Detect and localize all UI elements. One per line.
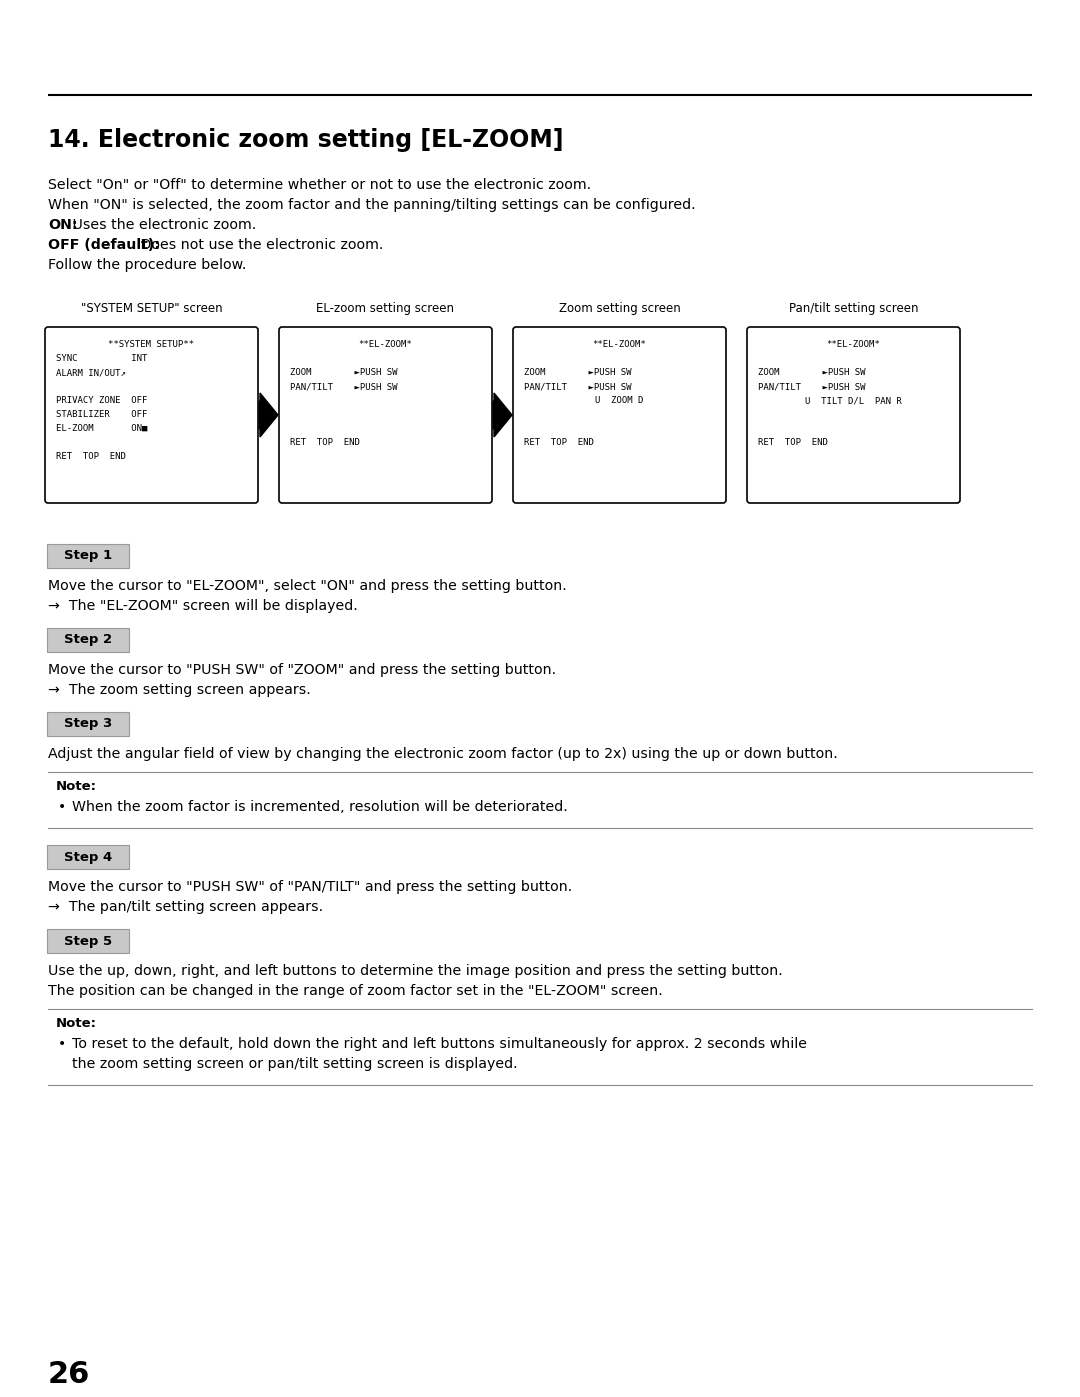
FancyBboxPatch shape	[48, 845, 129, 869]
Text: RET  TOP  END: RET TOP END	[291, 439, 360, 447]
Text: ON:: ON:	[48, 218, 78, 232]
FancyBboxPatch shape	[48, 929, 129, 953]
Text: Move the cursor to "EL-ZOOM", select "ON" and press the setting button.: Move the cursor to "EL-ZOOM", select "ON…	[48, 578, 567, 592]
Text: ZOOM        ►PUSH SW: ZOOM ►PUSH SW	[758, 367, 865, 377]
Text: Zoom setting screen: Zoom setting screen	[558, 302, 680, 314]
Text: •: •	[58, 1037, 66, 1051]
Text: Select "On" or "Off" to determine whether or not to use the electronic zoom.: Select "On" or "Off" to determine whethe…	[48, 177, 591, 191]
Text: "SYSTEM SETUP" screen: "SYSTEM SETUP" screen	[81, 302, 222, 314]
Text: SYNC          INT: SYNC INT	[56, 353, 147, 363]
Text: Step 4: Step 4	[64, 851, 112, 863]
Text: PAN/TILT    ►PUSH SW: PAN/TILT ►PUSH SW	[291, 381, 397, 391]
Text: OFF (default):: OFF (default):	[48, 237, 160, 251]
Text: U  TILT D/L  PAN R: U TILT D/L PAN R	[805, 395, 902, 405]
Text: →  The "EL-ZOOM" screen will be displayed.: → The "EL-ZOOM" screen will be displayed…	[48, 599, 357, 613]
FancyBboxPatch shape	[747, 327, 960, 503]
Text: PAN/TILT    ►PUSH SW: PAN/TILT ►PUSH SW	[524, 381, 632, 391]
Text: Note:: Note:	[56, 780, 97, 793]
Text: 14. Electronic zoom setting [EL-ZOOM]: 14. Electronic zoom setting [EL-ZOOM]	[48, 129, 564, 152]
Text: Step 1: Step 1	[64, 549, 112, 563]
FancyBboxPatch shape	[48, 543, 129, 569]
Text: Step 3: Step 3	[64, 718, 112, 731]
Polygon shape	[492, 393, 512, 437]
FancyBboxPatch shape	[48, 712, 129, 736]
Text: When "ON" is selected, the zoom factor and the panning/tilting settings can be c: When "ON" is selected, the zoom factor a…	[48, 198, 696, 212]
Text: When the zoom factor is incremented, resolution will be deteriorated.: When the zoom factor is incremented, res…	[72, 800, 568, 814]
Text: Use the up, down, right, and left buttons to determine the image position and pr: Use the up, down, right, and left button…	[48, 964, 783, 978]
Text: the zoom setting screen or pan/tilt setting screen is displayed.: the zoom setting screen or pan/tilt sett…	[72, 1058, 517, 1071]
Text: →  The zoom setting screen appears.: → The zoom setting screen appears.	[48, 683, 311, 697]
Text: 26: 26	[48, 1361, 91, 1389]
Text: EL-ZOOM       ON■: EL-ZOOM ON■	[56, 425, 147, 433]
Text: ALARM IN/OUT↗: ALARM IN/OUT↗	[56, 367, 126, 377]
Text: PRIVACY ZONE  OFF: PRIVACY ZONE OFF	[56, 395, 147, 405]
Text: RET  TOP  END: RET TOP END	[56, 453, 126, 461]
Text: Step 5: Step 5	[64, 935, 112, 947]
Text: PAN/TILT    ►PUSH SW: PAN/TILT ►PUSH SW	[758, 381, 865, 391]
Text: STABILIZER    OFF: STABILIZER OFF	[56, 409, 147, 419]
Text: Uses the electronic zoom.: Uses the electronic zoom.	[68, 218, 257, 232]
Text: To reset to the default, hold down the right and left buttons simultaneously for: To reset to the default, hold down the r…	[72, 1037, 807, 1051]
Text: **SYSTEM SETUP**: **SYSTEM SETUP**	[108, 339, 194, 349]
Text: ZOOM        ►PUSH SW: ZOOM ►PUSH SW	[291, 367, 397, 377]
Polygon shape	[259, 393, 278, 437]
FancyBboxPatch shape	[279, 327, 492, 503]
Text: ZOOM        ►PUSH SW: ZOOM ►PUSH SW	[524, 367, 632, 377]
Text: The position can be changed in the range of zoom factor set in the "EL-ZOOM" scr: The position can be changed in the range…	[48, 983, 663, 997]
Text: Note:: Note:	[56, 1017, 97, 1030]
Text: U  ZOOM D: U ZOOM D	[595, 395, 644, 405]
Text: •: •	[58, 800, 66, 814]
Text: Adjust the angular field of view by changing the electronic zoom factor (up to 2: Adjust the angular field of view by chan…	[48, 747, 838, 761]
Text: Does not use the electronic zoom.: Does not use the electronic zoom.	[136, 237, 383, 251]
Text: RET  TOP  END: RET TOP END	[524, 439, 594, 447]
Text: **EL-ZOOM*: **EL-ZOOM*	[593, 339, 646, 349]
Text: Step 2: Step 2	[64, 633, 112, 647]
Text: Follow the procedure below.: Follow the procedure below.	[48, 258, 246, 272]
Text: Pan/tilt setting screen: Pan/tilt setting screen	[788, 302, 918, 314]
Text: **EL-ZOOM*: **EL-ZOOM*	[826, 339, 880, 349]
Text: RET  TOP  END: RET TOP END	[758, 439, 828, 447]
FancyBboxPatch shape	[48, 629, 129, 652]
Text: EL-zoom setting screen: EL-zoom setting screen	[316, 302, 455, 314]
Text: Move the cursor to "PUSH SW" of "PAN/TILT" and press the setting button.: Move the cursor to "PUSH SW" of "PAN/TIL…	[48, 880, 572, 894]
Text: Move the cursor to "PUSH SW" of "ZOOM" and press the setting button.: Move the cursor to "PUSH SW" of "ZOOM" a…	[48, 664, 556, 678]
Text: **EL-ZOOM*: **EL-ZOOM*	[359, 339, 413, 349]
Text: →  The pan/tilt setting screen appears.: → The pan/tilt setting screen appears.	[48, 900, 323, 914]
FancyBboxPatch shape	[45, 327, 258, 503]
FancyBboxPatch shape	[513, 327, 726, 503]
